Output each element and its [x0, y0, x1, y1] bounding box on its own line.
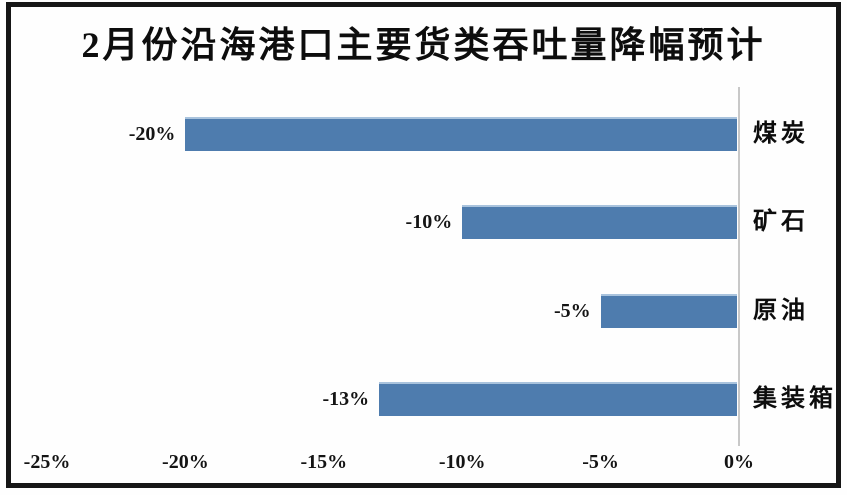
category-label-3: 集装箱	[753, 385, 837, 412]
x-tick-label-0: -25%	[23, 451, 71, 473]
category-label-1: 矿石	[753, 209, 809, 236]
value-label-0: -20%	[128, 123, 176, 146]
value-label-1: -10%	[405, 211, 453, 234]
x-tick-label-3: -10%	[438, 451, 486, 473]
category-label-2: 原油	[753, 297, 809, 324]
value-label-2: -5%	[553, 299, 591, 322]
bar-2	[600, 293, 737, 328]
chart-title: 2月份沿海港口主要货类吞吐量降幅预计	[81, 25, 766, 65]
x-tick-label-4: -5%	[582, 451, 619, 473]
x-tick-label-2: -15%	[300, 451, 348, 473]
bar-3	[379, 381, 737, 416]
zero-axis-line	[738, 87, 740, 446]
value-label-3: -13%	[322, 387, 370, 410]
x-tick-label-1: -20%	[162, 451, 209, 473]
x-tick-label-5: 0%	[724, 451, 754, 473]
category-label-0: 煤炭	[753, 121, 809, 148]
bar-0	[185, 117, 737, 152]
bar-1	[462, 205, 737, 240]
